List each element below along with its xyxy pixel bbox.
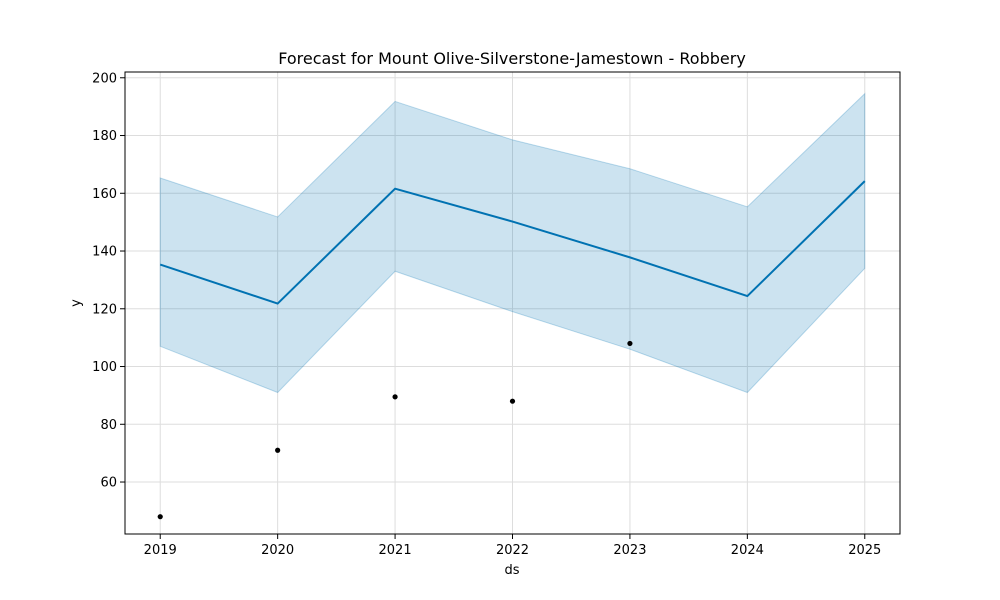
y-tick-label: 180 xyxy=(92,129,117,144)
y-tick-label: 160 xyxy=(92,187,117,202)
observed-point xyxy=(275,447,281,453)
forecast-line xyxy=(159,180,866,305)
uncertainty-band xyxy=(159,92,866,394)
y-tick-label: 200 xyxy=(92,71,117,86)
chart-title: Forecast for Mount Olive-Silverstone-Jam… xyxy=(278,49,746,68)
x-tick-label: 2021 xyxy=(379,543,412,558)
x-tick-label: 2023 xyxy=(613,543,646,558)
observed-point xyxy=(392,394,398,400)
y-tick-label: 80 xyxy=(100,418,117,433)
x-axis-label: ds xyxy=(504,563,519,578)
x-tick-label: 2024 xyxy=(731,543,764,558)
y-tick-label: 100 xyxy=(92,360,117,375)
x-tick-label: 2020 xyxy=(261,543,294,558)
observed-point xyxy=(157,514,163,520)
x-tick-label: 2022 xyxy=(496,543,529,558)
band-layer xyxy=(159,92,866,394)
x-tick-label: 2019 xyxy=(144,543,177,558)
y-axis-label: y xyxy=(69,299,84,307)
y-tick-label: 140 xyxy=(92,245,117,260)
line-layer xyxy=(159,180,866,305)
observed-point xyxy=(627,340,633,347)
observed-point xyxy=(509,398,516,404)
points-layer xyxy=(157,340,633,520)
x-axis: 2019 2020 2021 2022 2023 2024 2025 xyxy=(144,534,881,558)
y-tick-label: 60 xyxy=(100,476,117,491)
y-tick-label: 120 xyxy=(92,302,117,317)
y-axis: 60 80 100 120 140 160 180 200 xyxy=(92,71,125,491)
x-tick-label: 2025 xyxy=(848,543,881,558)
grid-layer xyxy=(125,72,900,534)
